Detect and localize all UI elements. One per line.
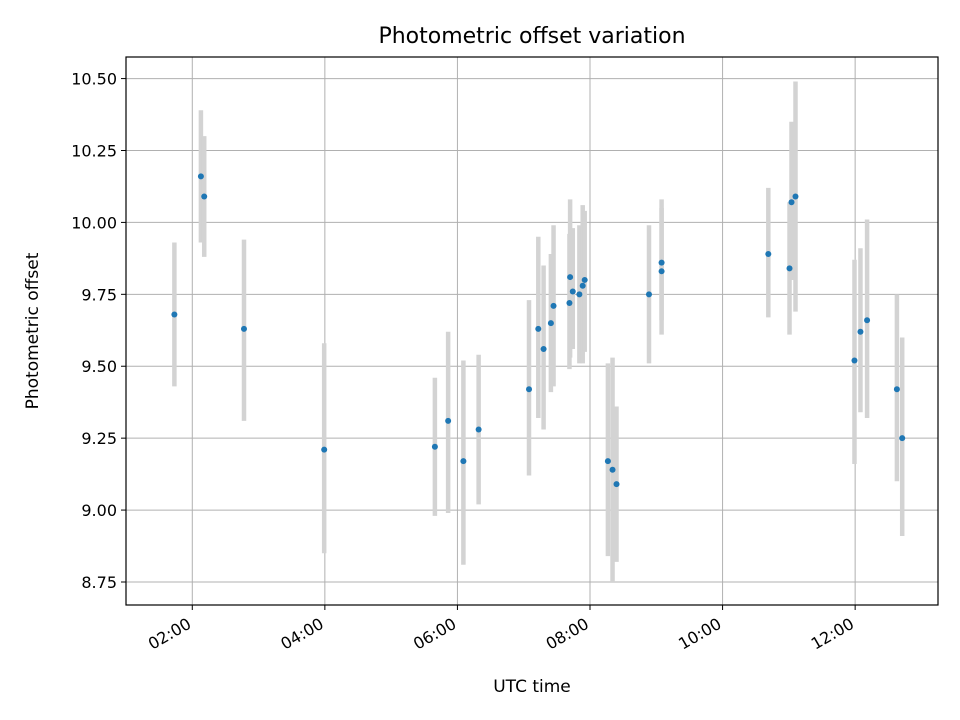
y-axis-ticks: 8.75 9.00 9.25 9.50 9.75 10.00 10.25 10.50 xyxy=(71,70,126,592)
data-point xyxy=(569,288,576,295)
y-tick-label: 9.50 xyxy=(81,357,117,376)
y-tick-label: 9.00 xyxy=(81,501,117,520)
y-tick-label: 8.75 xyxy=(81,573,117,592)
data-point xyxy=(526,386,533,393)
data-point xyxy=(658,268,665,275)
plot-frame xyxy=(125,56,939,606)
data-point xyxy=(535,325,542,332)
data-point xyxy=(547,320,554,327)
y-axis-label: Photometric offset xyxy=(23,252,43,409)
data-point xyxy=(540,345,547,352)
data-point xyxy=(604,458,611,465)
y-tick-label: 10.50 xyxy=(71,70,117,89)
data-point xyxy=(581,276,588,283)
x-axis-label: UTC time xyxy=(493,677,571,697)
data-point xyxy=(240,325,247,332)
data-point xyxy=(613,481,620,488)
data-point xyxy=(786,265,793,272)
data-point xyxy=(201,193,208,200)
data-point xyxy=(579,282,586,289)
data-point xyxy=(475,426,482,433)
data-point xyxy=(460,458,467,465)
data-points xyxy=(171,173,906,488)
data-point xyxy=(171,311,178,318)
grid-lines xyxy=(126,57,938,605)
data-point xyxy=(566,299,573,306)
data-point xyxy=(851,357,858,364)
data-point xyxy=(792,193,799,200)
y-tick-label: 9.25 xyxy=(81,429,117,448)
y-tick-label: 10.00 xyxy=(71,213,117,232)
data-point xyxy=(197,173,204,180)
data-point xyxy=(321,446,328,453)
data-point xyxy=(658,259,665,266)
data-point xyxy=(765,251,772,258)
data-point xyxy=(609,466,616,473)
data-point xyxy=(445,417,452,424)
y-tick-label: 10.25 xyxy=(71,141,117,160)
data-point xyxy=(788,199,795,206)
data-point xyxy=(857,328,864,335)
data-point xyxy=(864,317,871,324)
data-point xyxy=(550,302,557,309)
chart-title: Photometric offset variation xyxy=(378,24,685,49)
data-point xyxy=(576,291,583,298)
y-tick-label: 9.75 xyxy=(81,285,117,304)
data-point xyxy=(567,274,574,281)
data-point xyxy=(899,435,906,442)
data-point xyxy=(893,386,900,393)
data-point xyxy=(645,291,652,298)
data-point xyxy=(431,443,438,450)
